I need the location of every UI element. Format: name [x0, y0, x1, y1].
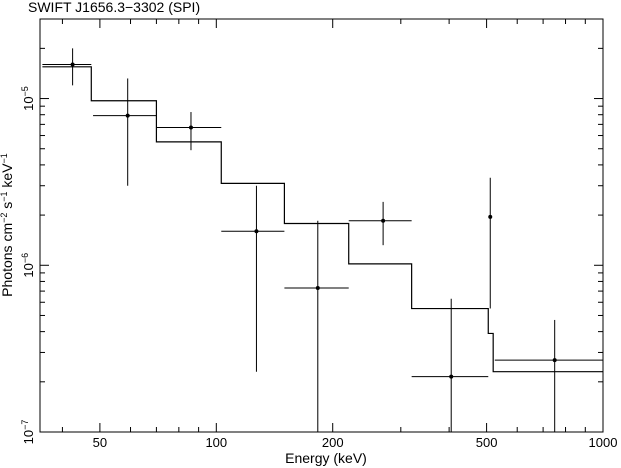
- data-marker: [449, 374, 454, 379]
- data-marker: [70, 62, 75, 67]
- y-tick-label: 10−6: [20, 253, 36, 278]
- data-point-4: [221, 185, 285, 372]
- data-point-8: [488, 177, 493, 309]
- x-tick-label: 200: [322, 435, 344, 450]
- data-point-2: [93, 78, 157, 186]
- data-marker: [254, 229, 259, 234]
- x-tick-label: 1000: [589, 435, 618, 450]
- data-point-5: [284, 220, 349, 432]
- y-tick-label: 10−5: [20, 86, 36, 111]
- y-tick-label: 10−7: [20, 420, 36, 445]
- x-tick-label: 500: [476, 435, 498, 450]
- data-points: [42, 48, 603, 432]
- data-marker: [188, 125, 193, 130]
- data-point-9: [494, 319, 603, 432]
- x-tick-label: 100: [205, 435, 227, 450]
- data-marker: [125, 113, 130, 118]
- y-axis-label: Photons cm−2 s−1 keV−1: [0, 153, 15, 297]
- data-marker: [552, 358, 557, 363]
- data-point-7: [411, 298, 489, 432]
- y-tick-labels: 10−7 10−6 10−5: [20, 86, 36, 444]
- x-axis-label: Energy (keV): [285, 450, 367, 466]
- plot-frame: [39, 18, 604, 433]
- chart-title: SWIFT J1656.3−3302 (SPI): [28, 0, 200, 15]
- data-marker: [315, 286, 320, 291]
- data-marker: [488, 214, 493, 219]
- data-marker: [381, 218, 386, 223]
- model-step-line: [42, 66, 603, 373]
- data-point-1: [42, 48, 92, 86]
- x-tick-labels: 50 100 200 500 1000: [93, 435, 618, 450]
- data-point-3: [156, 112, 222, 151]
- x-tick-label: 50: [93, 435, 107, 450]
- data-point-6: [348, 201, 412, 246]
- axis-ticks: [40, 18, 604, 433]
